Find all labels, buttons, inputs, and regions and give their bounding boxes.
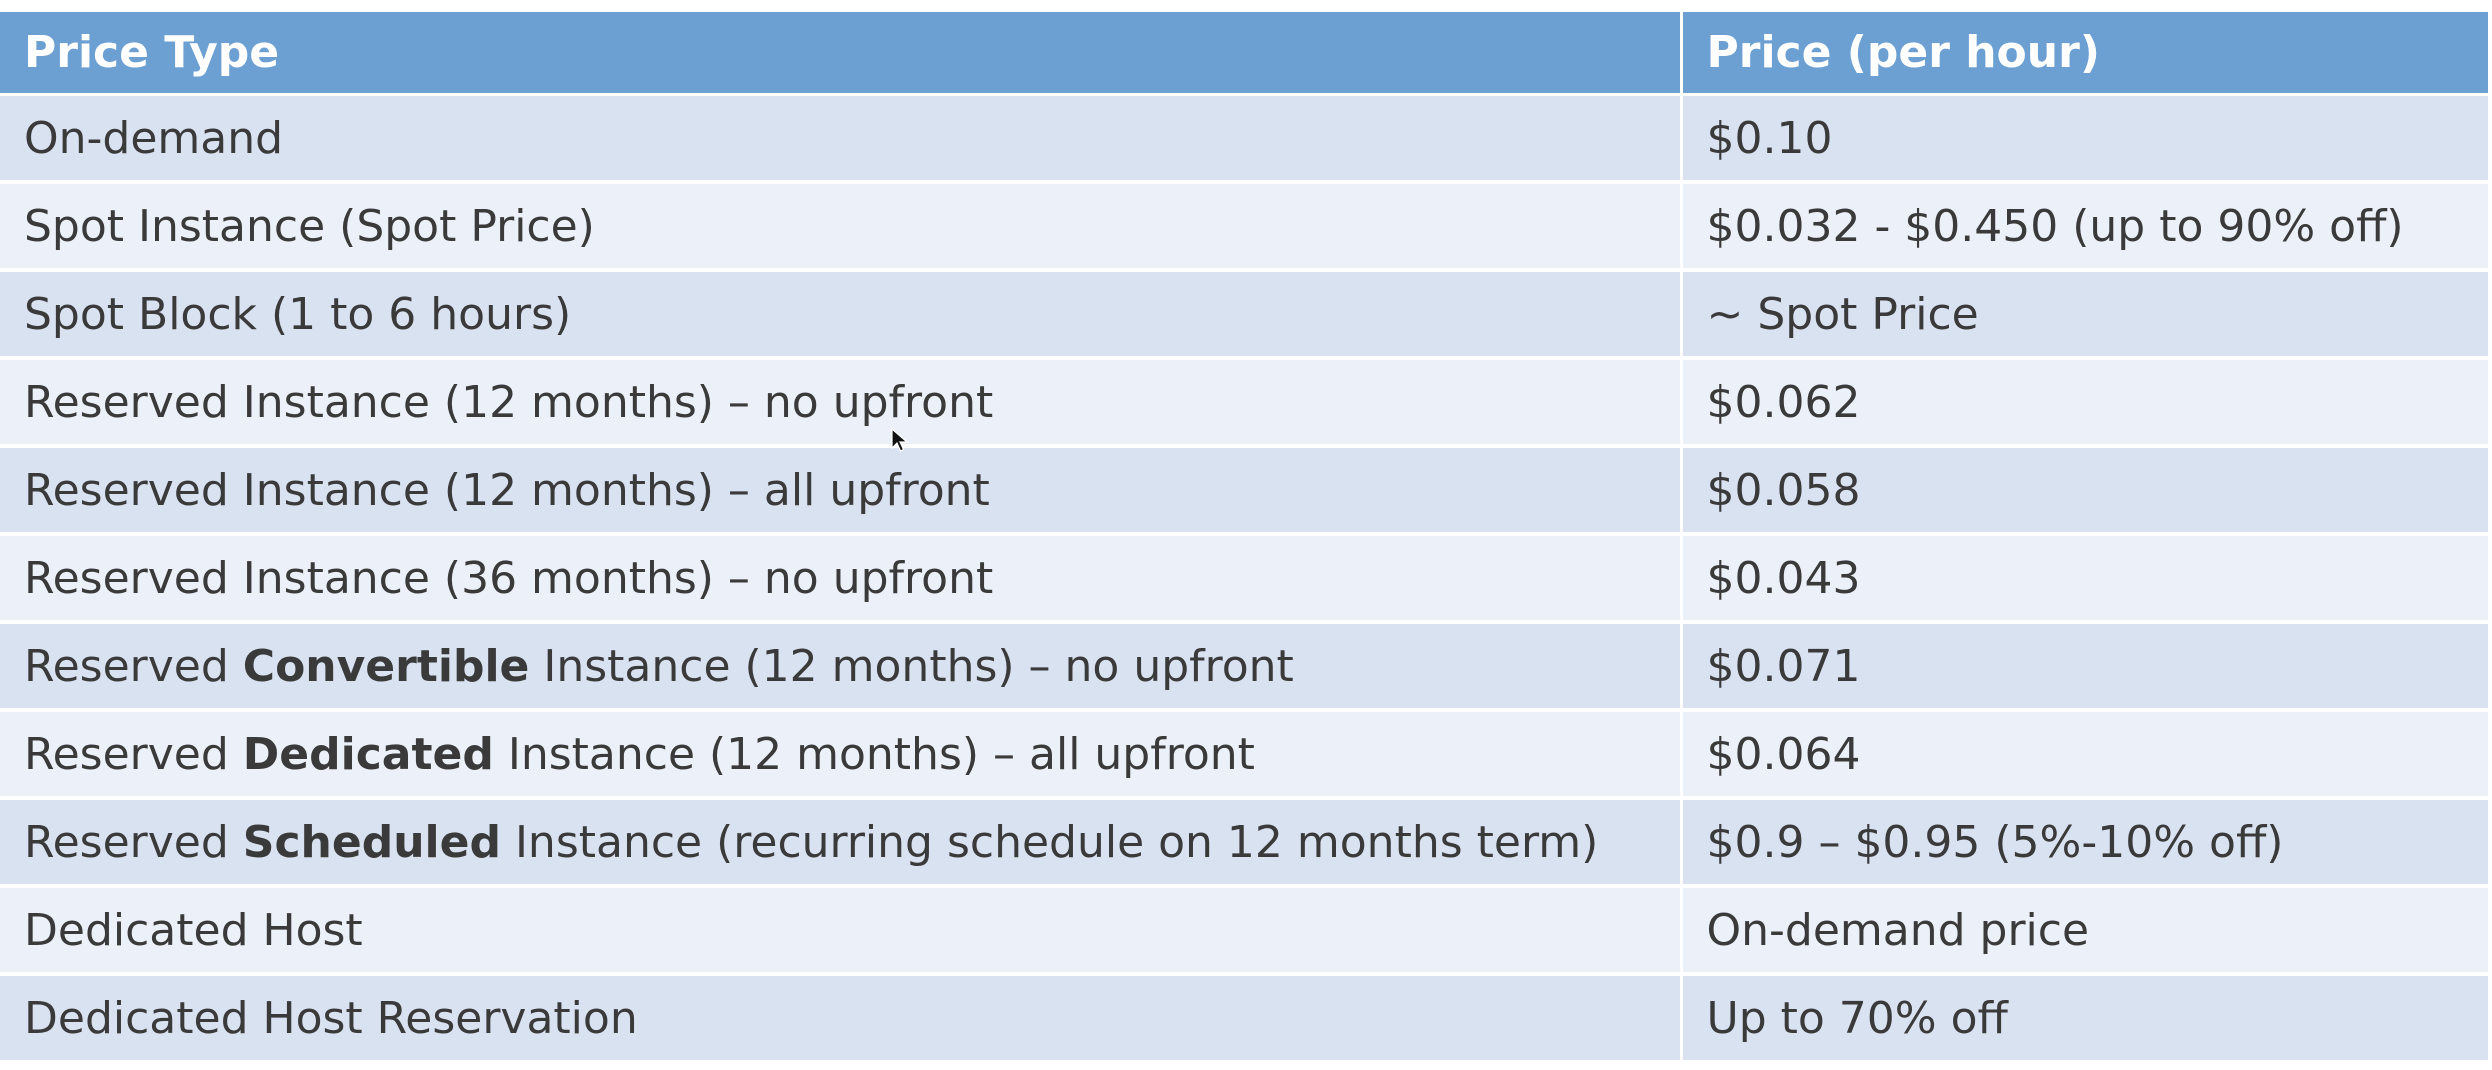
price-type-cell: Reserved Instance (12 months) – no upfro… (0, 358, 1681, 448)
price-cell: $0.071 (1679, 622, 2488, 712)
price-type-text: Reserved Instance (12 months) – all upfr… (24, 464, 990, 516)
price-type-cell: Reserved Scheduled Instance (recurring s… (0, 798, 1681, 888)
price-type-cell: Reserved Convertible Instance (12 months… (0, 622, 1681, 712)
price-type-cell: Dedicated Host Reservation (0, 974, 1681, 1064)
price-cell: Up to 70% off (1679, 974, 2488, 1064)
price-type-emphasis: Dedicated (242, 728, 494, 780)
table-row: Reserved Instance (36 months) – no upfro… (0, 534, 2488, 624)
price-cell: $0.058 (1679, 446, 2488, 536)
price-type-cell: Spot Instance (Spot Price) (0, 182, 1681, 272)
price-type-text: Spot Instance (Spot Price) (24, 200, 595, 252)
table-row: Spot Instance (Spot Price) $0.032 - $0.45… (0, 182, 2488, 272)
price-type-text: On-demand (24, 112, 284, 164)
price-cell: $0.032 - $0.450 (up to 90% off) (1679, 182, 2488, 272)
price-cell: On-demand price (1679, 886, 2488, 976)
price-type-text: Instance (12 months) – all upfront (493, 728, 1255, 780)
price-cell: $0.064 (1679, 710, 2488, 800)
header-price-per-hour: Price (per hour) (1679, 12, 2488, 96)
price-type-cell: Spot Block (1 to 6 hours) (0, 270, 1681, 360)
price-type-text: Reserved (24, 816, 243, 868)
price-type-emphasis: Scheduled (242, 816, 501, 868)
table-header-row: Price Type Price (per hour) (0, 12, 2488, 96)
price-type-text: Instance (recurring schedule on 12 month… (500, 816, 1599, 868)
table-row: Reserved Dedicated Instance (12 months) … (0, 710, 2488, 800)
table-row: Dedicated Host Reservation Up to 70% off (0, 974, 2488, 1064)
price-type-text: Dedicated Host (24, 904, 363, 956)
price-type-text: Reserved (24, 728, 243, 780)
table-row: Reserved Convertible Instance (12 months… (0, 622, 2488, 712)
table-row: Reserved Instance (12 months) – no upfro… (0, 358, 2488, 448)
price-type-text: Instance (12 months) – no upfront (529, 640, 1294, 692)
price-type-emphasis: Convertible (242, 640, 530, 692)
price-cell: $0.062 (1679, 358, 2488, 448)
table-row: Reserved Scheduled Instance (recurring s… (0, 798, 2488, 888)
price-cell: $0.9 – $0.95 (5%-10% off) (1679, 798, 2488, 888)
table-row: Dedicated Host On-demand price (0, 886, 2488, 976)
pricing-table: Price Type Price (per hour) On-demand $0.… (0, 12, 2488, 1064)
price-type-text: Dedicated Host Reservation (24, 992, 638, 1044)
price-type-cell: On-demand (0, 94, 1681, 184)
price-type-text: Reserved (24, 640, 243, 692)
price-type-text: Reserved Instance (12 months) – no upfro… (24, 376, 994, 428)
mouse-pointer-icon (891, 428, 909, 452)
price-cell: $0.043 (1679, 534, 2488, 624)
price-cell: ~ Spot Price (1679, 270, 2488, 360)
table-row: Spot Block (1 to 6 hours) ~ Spot Price (0, 270, 2488, 360)
price-type-text: Spot Block (1 to 6 hours) (24, 288, 572, 340)
table-row: Reserved Instance (12 months) – all upfr… (0, 446, 2488, 536)
price-type-cell: Dedicated Host (0, 886, 1681, 976)
price-cell: $0.10 (1679, 94, 2488, 184)
price-type-text: Reserved Instance (36 months) – no upfro… (24, 552, 994, 604)
price-type-cell: Reserved Dedicated Instance (12 months) … (0, 710, 1681, 800)
table-row: On-demand $0.10 (0, 94, 2488, 184)
price-type-cell: Reserved Instance (12 months) – all upfr… (0, 446, 1681, 536)
header-price-type: Price Type (0, 12, 1681, 96)
price-type-cell: Reserved Instance (36 months) – no upfro… (0, 534, 1681, 624)
